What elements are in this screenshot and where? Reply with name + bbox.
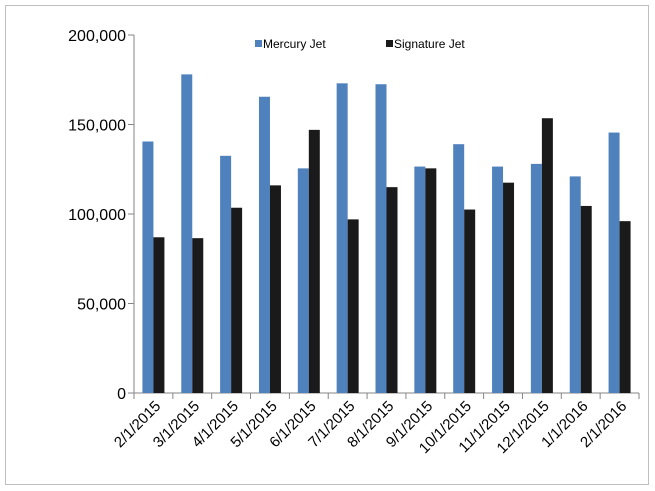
bar-signature-jet xyxy=(425,168,437,393)
bar-mercury-jet xyxy=(220,155,232,393)
y-axis-tick-label: 100,000 xyxy=(68,207,126,224)
bar-mercury-jet xyxy=(569,176,581,393)
bar-mercury-jet xyxy=(297,168,309,393)
legend-swatch xyxy=(255,40,262,47)
bar-signature-jet xyxy=(231,207,243,393)
bar-mercury-jet xyxy=(375,84,387,393)
bar-mercury-jet xyxy=(142,141,154,393)
bar-signature-jet xyxy=(386,187,398,393)
bar-signature-jet xyxy=(308,129,320,393)
bar-mercury-jet xyxy=(181,74,193,393)
bar-signature-jet xyxy=(503,182,515,393)
bar-mercury-jet xyxy=(492,166,504,393)
x-axis-tick-labels: 2/1/20153/1/20154/1/20155/1/20156/1/2015… xyxy=(111,398,630,457)
y-axis-tick-label: 150,000 xyxy=(68,118,126,135)
bar-signature-jet xyxy=(619,221,631,393)
bar-mercury-jet xyxy=(530,163,542,393)
legend-swatch xyxy=(386,40,393,47)
bar-signature-jet xyxy=(347,219,359,393)
legend-label: Mercury Jet xyxy=(263,37,326,51)
y-axis-tick-label: 0 xyxy=(117,386,126,403)
bar-mercury-jet xyxy=(336,83,348,393)
bar-signature-jet xyxy=(580,205,592,393)
bar-signature-jet xyxy=(464,209,476,393)
bar-mercury-jet xyxy=(414,166,426,393)
y-axis-tick-label: 50,000 xyxy=(77,297,126,314)
y-axis-tick-labels: 0 50,000 100,000 150,000 200,000 xyxy=(68,28,126,403)
y-axis-tick-label: 200,000 xyxy=(68,28,126,45)
legend-label: Signature Jet xyxy=(394,37,465,51)
bar-mercury-jet xyxy=(608,132,620,393)
bar-signature-jet xyxy=(192,238,204,393)
bar-mercury-jet xyxy=(258,96,270,393)
chart-bars xyxy=(142,74,631,394)
bar-mercury-jet xyxy=(453,144,465,393)
bar-signature-jet xyxy=(153,237,165,393)
bar-signature-jet xyxy=(541,118,553,394)
chart-legend: Mercury Jet Signature Jet xyxy=(255,37,465,51)
bar-signature-jet xyxy=(269,185,281,393)
